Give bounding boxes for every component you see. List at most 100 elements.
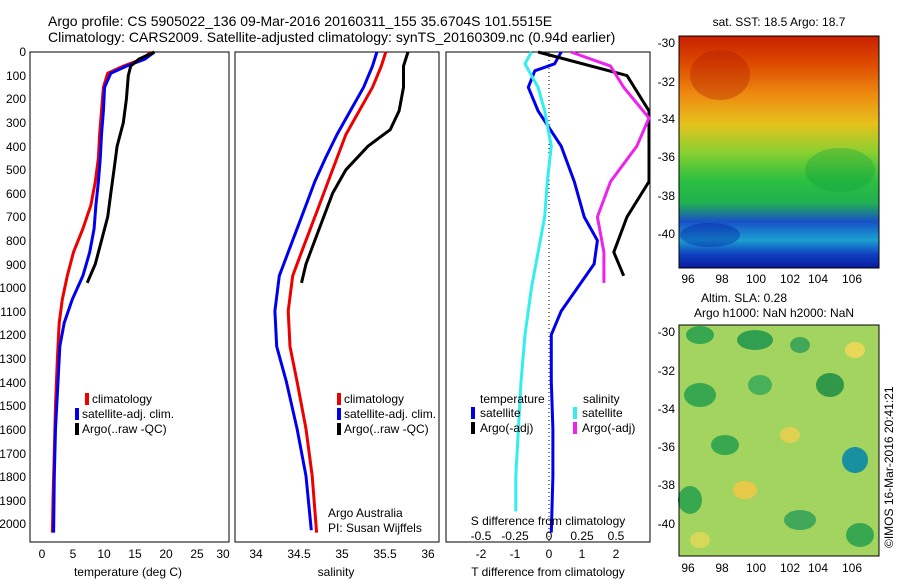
legend-label-climatology: climatology [92,392,152,406]
legend-label-sal-argo: Argo(-adj) [582,421,635,435]
legend-label-argo: Argo(..raw -QC) [82,422,167,436]
depth-tick: 800 [6,234,26,248]
x-tick: 0 [39,547,46,561]
depth-tick: 2000 [0,517,26,531]
lat-tick: -32 [658,364,676,378]
depth-tick: 1900 [0,494,26,508]
x-tick: 0 [546,547,553,561]
depth-tick: 1000 [0,281,26,295]
legend-swatch-sal-satellite [573,407,577,419]
lat-tick: -36 [658,150,676,164]
lon-tick: 96 [681,561,695,575]
s-tick: 0.25 [570,529,594,543]
lon-tick: 100 [746,272,766,286]
depth-tick: 1300 [0,352,26,366]
depth-tick: 1800 [0,470,26,484]
temperature-panel-frame [29,51,230,543]
lat-tick: -30 [658,36,676,50]
x-tick: 10 [97,547,111,561]
lon-tick: 102 [780,561,800,575]
lon-tick: 98 [715,272,729,286]
x-tick: 20 [159,547,173,561]
lon-tick: 96 [681,272,695,286]
s-tick: 0.5 [608,529,625,543]
credit-line-2: PI: Susan Wijffels [328,521,422,535]
sla-map-frame [678,324,880,557]
sla-map-x-ticks: 96 98 100 102 104 106 [681,561,862,575]
sla-map-title-1: Altim. SLA: 0.28 [701,291,787,305]
legend-label-climatology: climatology [344,392,404,406]
legend-swatch-argo [75,423,79,435]
lat-tick: -30 [658,325,676,339]
lat-tick: -34 [658,402,676,416]
legend-label-argo: Argo(..raw -QC) [344,422,429,436]
x-tick: -1 [510,547,521,561]
diff-legend: temperature satellite Argo(-adj) salinit… [471,392,635,435]
credit-line-1: Argo Australia [328,506,403,520]
legend-swatch-argo [337,423,341,435]
satellite-line [273,51,379,531]
temp-diff-satellite-line [526,51,599,533]
lat-tick: -34 [658,112,676,126]
sal-diff-argo-line [570,50,651,283]
t-difference-axis-label: T difference from climatology [471,565,625,579]
legend-swatch-climatology [337,393,341,405]
header-line-1: Argo profile: CS 5905022_136 09-Mar-2016… [48,13,553,29]
sst-map-y-ticks: -30 -32 -34 -36 -38 -40 [658,36,676,241]
x-tick: 1 [579,547,586,561]
legend-label-satellite: satellite-adj. clim. [344,407,436,421]
s-difference-title: S difference from climatology [471,514,626,528]
legend-swatch-satellite [75,408,79,420]
sla-high-blob [748,375,772,395]
satellite-line [52,50,156,533]
temperature-x-ticks: 0 5 10 15 20 25 30 [39,547,230,561]
temperature-legend: climatology satellite-adj. clim. Argo(..… [75,392,174,436]
lon-tick: 104 [808,272,828,286]
salinity-axis-label: salinity [318,565,355,579]
legend-label-temp-argo: Argo(-adj) [480,421,533,435]
sla-high-blob [790,337,810,353]
lat-tick: -36 [658,440,676,454]
temperature-panel [50,50,156,533]
sla-map-texture [678,326,874,548]
sla-low-blob [733,481,757,499]
depth-tick: 1600 [0,423,26,437]
sst-map-texture [680,50,875,247]
lat-tick: -40 [658,227,676,241]
depth-tick: 0 [19,45,26,59]
sla-low-blob [690,532,710,548]
sla-high-blob [846,523,874,547]
depth-tick: 700 [6,210,26,224]
lon-tick: 100 [746,561,766,575]
legend-temperature-header: temperature [480,392,545,406]
sst-cold-patch [680,223,740,247]
argo-line [300,51,410,284]
sal-diff-satellite-line [514,51,553,512]
x-tick: 35.5 [373,547,397,561]
lon-tick: 104 [808,561,828,575]
sla-high-blob [678,486,702,514]
x-tick: 35 [335,547,349,561]
depth-tick: 900 [6,258,26,272]
lon-tick: 102 [780,272,800,286]
sst-map-image [679,36,879,268]
header-line-2: Climatology: CARS2009. Satellite-adjuste… [48,29,616,45]
temperature-axis-label: temperature (deg C) [74,565,182,579]
difference-panel-frame [445,51,651,543]
legend-swatch-temp-satellite [471,407,475,419]
sst-warm-patch [690,50,750,100]
legend-swatch-temp-argo [471,422,475,434]
sla-high-blob [842,447,868,473]
depth-tick: 1700 [0,447,26,461]
depth-tick: 1500 [0,399,26,413]
legend-swatch-sal-argo [573,422,577,434]
x-tick: 25 [190,547,204,561]
s-difference-ticks: -0.5 -0.25 0 0.25 0.5 [471,529,625,543]
depth-tick: 1400 [0,376,26,390]
x-tick: 34.5 [287,547,311,561]
sla-high-blob [686,326,714,344]
legend-label-temp-satellite: satellite [480,406,521,420]
argo-line [85,50,156,284]
depth-tick: 600 [6,187,26,201]
